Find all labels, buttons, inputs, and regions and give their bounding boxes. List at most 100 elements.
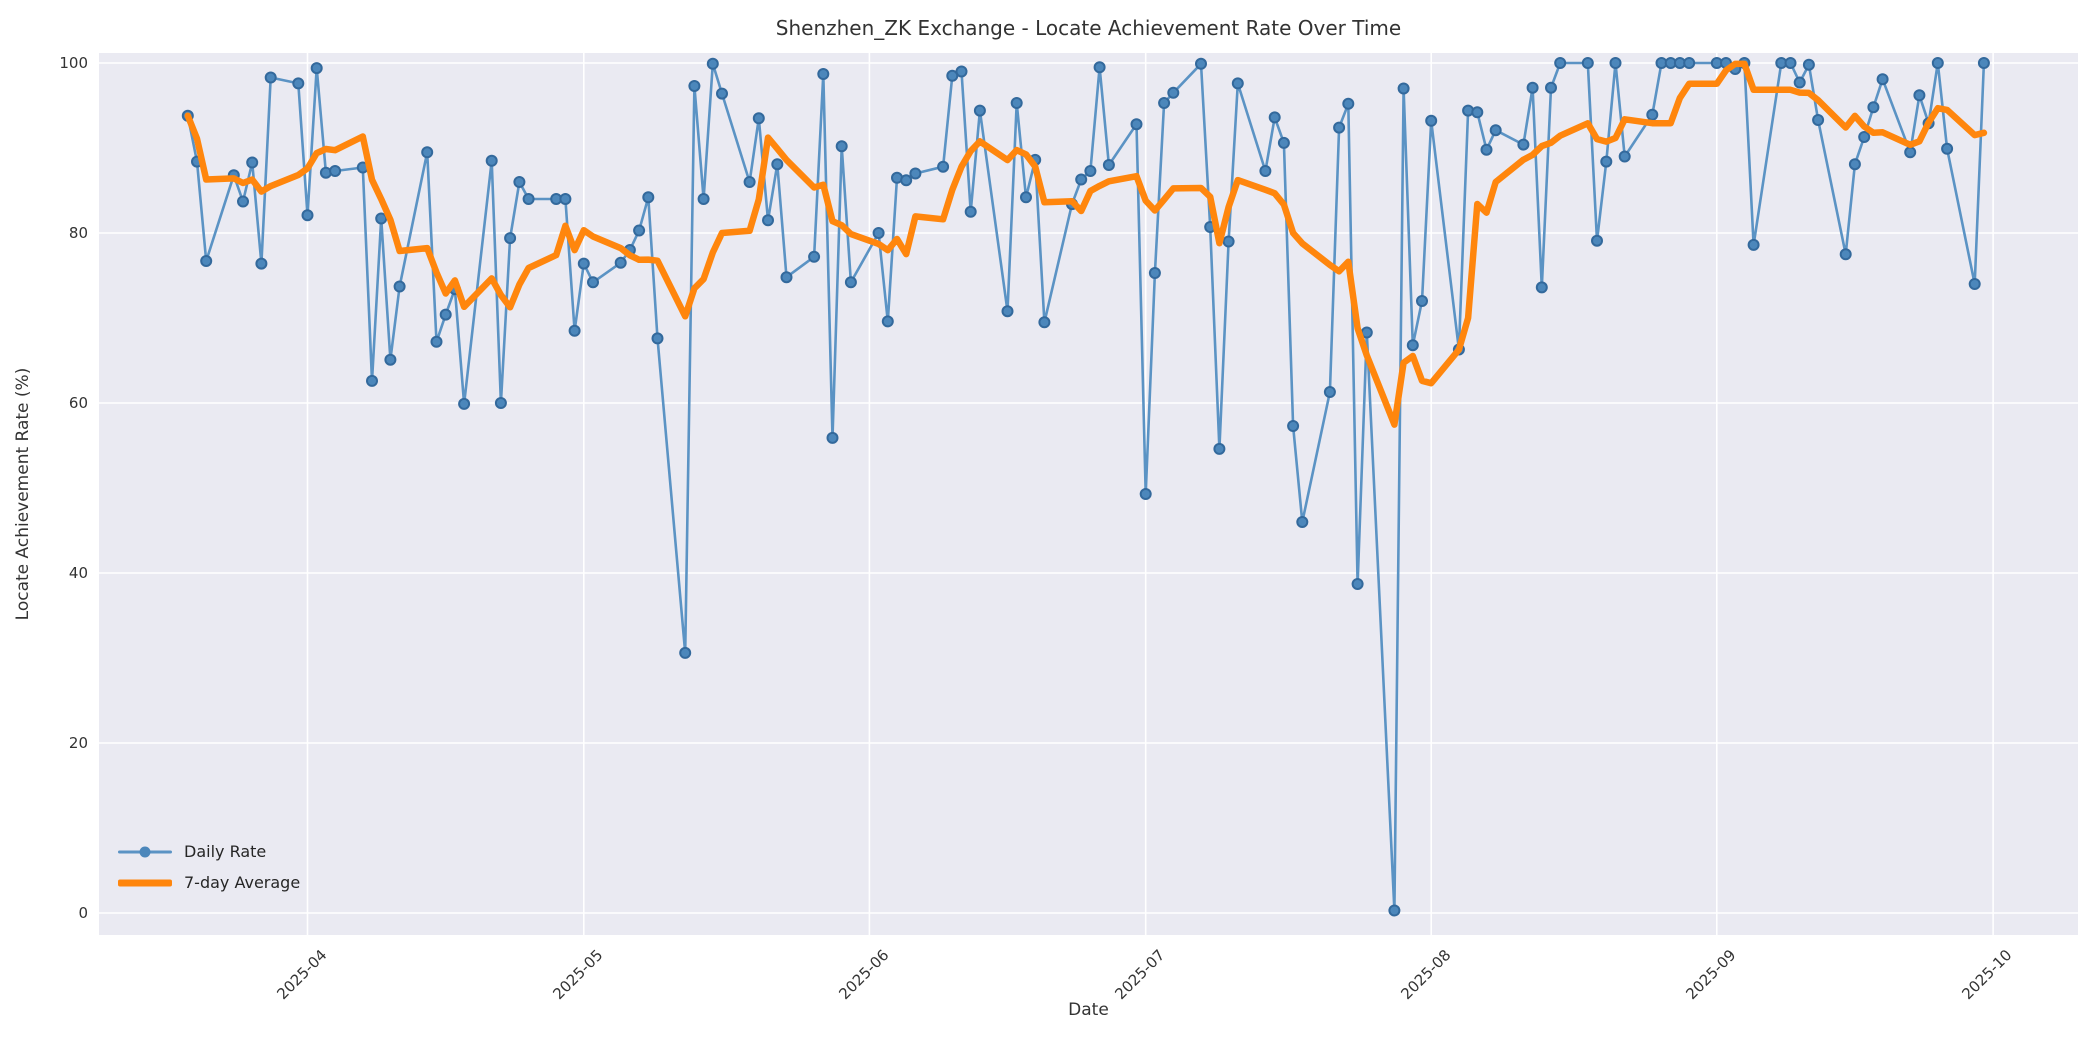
legend: Daily Rate 7-day Average [118,836,300,898]
daily-rate-point [1618,150,1631,163]
daily-rate-point [237,195,249,208]
daily-rate-point [651,332,664,345]
daily-rate-point [568,324,581,337]
daily-rate-point [1425,114,1438,127]
daily-rate-point [1489,124,1502,137]
daily-rate-point [1010,97,1023,109]
legend-label-7day-average: 7-day Average [184,873,301,892]
daily-rate-point [1517,138,1530,151]
rolling-average-line [184,60,1988,428]
daily-rate-point [835,140,848,153]
daily-rate-point [301,209,314,222]
legend-item-7day-average: 7-day Average [118,867,300,898]
daily-rate-point [964,205,977,218]
daily-rate-point [1968,278,1981,290]
y-tick-label: 20 [68,734,88,752]
daily-rate-point [881,315,894,328]
y-axis-label: Locate Achievement Rate (%) [13,367,33,621]
daily-rate-point [1904,146,1917,159]
daily-rate-point [688,80,701,92]
daily-rate-point [1581,57,1594,69]
daily-rate-point [642,191,655,204]
daily-rate-point [421,146,434,159]
daily-rate-point [559,193,572,205]
daily-rate-point [1084,165,1097,177]
daily-rate-point [1793,76,1806,89]
daily-rate-point [1020,191,1032,204]
daily-rate-point [504,232,517,245]
daily-rate-point [310,62,323,75]
daily-rate-point [771,158,784,171]
daily-rate-point [1277,136,1290,149]
daily-rate-point [1526,81,1539,94]
daily-rate-point [1812,114,1825,126]
daily-rate-point [1876,73,1889,86]
daily-rate-point [1913,89,1926,102]
daily-rate-point [1646,108,1659,121]
daily-rate-point [1471,106,1484,119]
daily-rate-point [697,193,710,205]
daily-rate-point [522,193,535,205]
daily-rate-point [1268,111,1281,124]
daily-rate-point [826,431,839,444]
daily-rate-point [494,397,507,409]
daily-rate-point [679,646,692,659]
daily-rate-point [1287,420,1300,432]
legend-item-daily-rate: Daily Rate [118,836,300,867]
daily-rate-point [817,68,830,80]
daily-rate-legend-swatch-icon [118,836,172,867]
daily-rate-point [1931,57,1944,69]
y-tick-label: 40 [68,564,88,582]
daily-rate-point [844,276,857,289]
y-tick-label: 60 [68,394,88,412]
daily-rate-point [1333,121,1346,134]
daily-rate-point [430,335,443,348]
daily-rate-point [1222,235,1235,248]
daily-rate-point [909,167,922,180]
daily-rate-point [1600,155,1613,168]
daily-rate-point [1858,131,1871,143]
x-axis-label: Date [1068,1000,1109,1020]
daily-rate-point [1231,77,1244,90]
rolling-average-legend-swatch-icon [118,867,172,898]
daily-rate-point [292,77,305,90]
daily-rate-point [1388,904,1401,917]
daily-rate-point [200,255,213,267]
daily-rate-point [1535,281,1548,294]
daily-rate-point [393,280,406,293]
daily-rate-point [762,214,774,227]
daily-rate-point [706,57,719,70]
daily-rate-point [1259,165,1272,177]
daily-rate-point [1591,234,1603,247]
daily-rate-point [752,112,765,125]
daily-rate-point [485,154,498,167]
legend-label-daily-rate: Daily Rate [184,842,267,861]
daily-rate-point [946,69,959,82]
daily-rate-point [1545,81,1557,94]
daily-rate-point [1784,57,1797,69]
daily-rate-point [264,71,277,84]
daily-rate-point [1102,159,1115,171]
daily-rate-point [1213,442,1226,455]
daily-rate-point [1167,86,1180,99]
daily-rate-point [513,176,526,188]
daily-rate-point [329,165,342,177]
daily-rate-point [1130,118,1143,131]
daily-rate-point [1342,97,1355,110]
daily-rate-point [808,250,821,263]
daily-rate-point [1075,173,1088,186]
daily-rate-point [872,227,885,239]
daily-rate-point [614,256,627,269]
daily-rate-point [780,271,793,284]
daily-rate-point [1867,101,1880,114]
daily-rate-point [955,65,968,78]
daily-rate-point [439,308,452,321]
daily-rate-point [1848,158,1861,171]
daily-rate-point [1683,57,1696,69]
daily-rate-point [1323,386,1336,398]
daily-rate-point [1839,248,1852,261]
daily-rate-point [1001,305,1014,318]
y-tick-label: 0 [78,904,88,922]
daily-rate-point [716,87,728,100]
